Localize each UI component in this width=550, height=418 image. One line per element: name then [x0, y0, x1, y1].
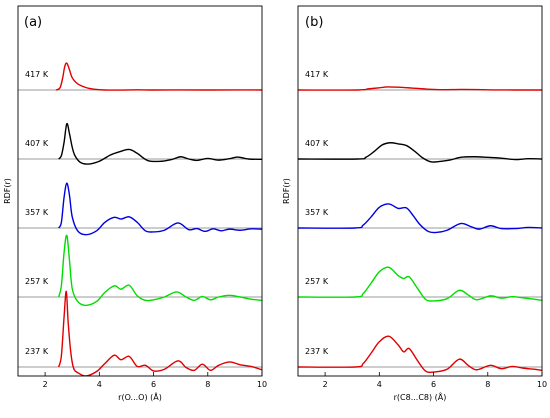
plot-frame-a: [17, 5, 263, 377]
series-label-a-237K: 237 K: [25, 347, 49, 356]
series-label-b-237K: 237 K: [305, 347, 329, 356]
series-line-b-407K: [298, 142, 542, 163]
x-axis-label-b: r(C8...C8) (Å): [394, 391, 447, 402]
panel-label-b: (b): [305, 15, 323, 30]
x-axis-label-a: r(O...O) (Å): [118, 391, 162, 402]
x-tick-label-a-2: 2: [43, 380, 48, 389]
y-axis-label-a: RDF(r): [3, 178, 12, 204]
panel-label-a: (a): [24, 15, 42, 30]
series-label-b-357K: 357 K: [305, 208, 329, 217]
series-line-b-237K: [298, 335, 542, 374]
series-label-b-407K: 407 K: [305, 139, 329, 148]
series-line-b-417K: [298, 86, 542, 91]
x-tick-label-a-6: 6: [151, 380, 156, 389]
y-axis-label-b: RDF(r): [282, 178, 291, 204]
series-line-b-357K: [298, 203, 542, 234]
plot-frame-b: [297, 5, 543, 377]
series-label-a-417K: 417 K: [25, 70, 49, 79]
series-line-a-407K: [58, 122, 262, 165]
series-label-a-257K: 257 K: [25, 277, 49, 286]
series-label-a-357K: 357 K: [25, 208, 49, 217]
x-tick-label-b-10: 10: [537, 380, 547, 389]
series-label-a-407K: 407 K: [25, 139, 49, 148]
series-line-a-257K: [57, 234, 262, 307]
x-tick-label-a-10: 10: [257, 380, 267, 389]
series-line-a-357K: [58, 182, 262, 236]
series-line-a-417K: [55, 62, 262, 91]
x-tick-label-b-4: 4: [377, 380, 382, 389]
x-tick-label-b-8: 8: [485, 380, 490, 389]
x-tick-label-b-6: 6: [431, 380, 436, 389]
series-line-a-237K: [57, 290, 262, 376]
series-line-b-257K: [298, 266, 542, 302]
series-label-b-257K: 257 K: [305, 277, 329, 286]
x-tick-label-a-4: 4: [97, 380, 102, 389]
series-label-b-417K: 417 K: [305, 70, 329, 79]
x-tick-label-a-8: 8: [205, 380, 210, 389]
x-tick-label-b-2: 2: [323, 380, 328, 389]
